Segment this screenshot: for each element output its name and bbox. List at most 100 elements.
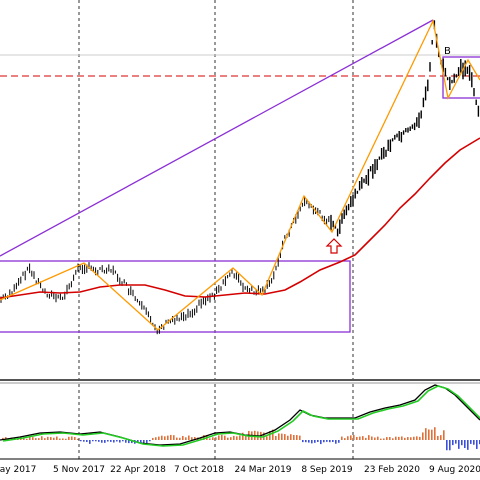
histogram-bar xyxy=(365,437,367,440)
histogram-bar xyxy=(395,436,397,440)
histogram-bar xyxy=(338,440,340,443)
histogram-bar xyxy=(227,437,229,440)
histogram-bar xyxy=(209,438,211,440)
range-box[interactable] xyxy=(0,260,351,333)
histogram-bar xyxy=(335,440,337,444)
histogram-bar xyxy=(458,440,460,449)
histogram-bar xyxy=(38,438,40,440)
histogram-bar xyxy=(98,440,100,442)
histogram-bar xyxy=(89,440,91,444)
histogram-bar xyxy=(86,440,88,442)
histogram-bar xyxy=(218,435,220,440)
histogram-bar xyxy=(131,440,133,444)
histogram-bar xyxy=(71,436,73,440)
histogram-bar xyxy=(32,437,34,440)
histogram-bar xyxy=(389,437,391,440)
histogram-bar xyxy=(221,434,223,440)
histogram-bar xyxy=(302,440,304,443)
histogram-bar xyxy=(170,434,172,440)
histogram-bar xyxy=(146,440,148,444)
histogram-bar xyxy=(374,437,376,440)
histogram-bar xyxy=(266,436,268,440)
histogram-bar xyxy=(245,434,247,440)
histogram-bar xyxy=(164,436,166,440)
histogram-bar xyxy=(281,433,283,440)
histogram-bar xyxy=(359,436,361,440)
histogram-bar xyxy=(176,437,178,440)
histogram-bar xyxy=(293,434,295,440)
histogram-bar xyxy=(290,434,292,440)
histogram-bar xyxy=(113,440,115,443)
histogram-bar xyxy=(341,436,343,440)
histogram-bar xyxy=(233,435,235,440)
histogram-bar xyxy=(203,435,205,440)
histogram-bar xyxy=(53,437,55,440)
histogram-bar xyxy=(401,436,403,440)
histogram-bar xyxy=(305,440,307,443)
histogram-bar xyxy=(329,440,331,443)
histogram-bar xyxy=(83,440,85,442)
histogram-bar xyxy=(158,436,160,440)
histogram-bar xyxy=(284,434,286,440)
histogram-bar xyxy=(152,437,154,440)
histogram-bar xyxy=(278,433,280,440)
time-axis-label: 7 Oct 2018 xyxy=(174,465,224,475)
histogram-bar xyxy=(467,440,469,450)
range-box-small[interactable] xyxy=(442,56,480,99)
histogram-bar xyxy=(413,436,415,440)
histogram-bar xyxy=(125,440,127,443)
histogram-bar xyxy=(80,440,82,442)
oscillator-histogram xyxy=(2,427,480,451)
histogram-bar xyxy=(446,440,448,451)
histogram-bar xyxy=(77,438,79,440)
histogram-bar xyxy=(242,432,244,440)
histogram-bar xyxy=(434,427,436,440)
histogram-bar xyxy=(392,438,394,440)
histogram-bar xyxy=(476,440,478,449)
histogram-bar xyxy=(110,440,112,442)
time-axis-label: 9 Aug 2020 xyxy=(429,465,480,475)
time-axis-labels: May 2017 5 Nov 2017 22 Apr 2018 7 Oct 2018 2… xyxy=(0,465,480,475)
histogram-bar xyxy=(464,440,466,448)
histogram-bar xyxy=(47,436,49,440)
histogram-bar xyxy=(269,431,271,440)
histogram-bar xyxy=(230,437,232,440)
histogram-bar xyxy=(149,440,151,442)
histogram-bar xyxy=(443,430,445,440)
time-axis-label: 24 Mar 2019 xyxy=(234,465,291,475)
histogram-bar xyxy=(308,440,310,443)
histogram-bar xyxy=(452,440,454,446)
histogram-bar xyxy=(104,440,106,443)
histogram-bar xyxy=(29,436,31,440)
histogram-bar xyxy=(95,440,97,442)
histogram-bar xyxy=(299,435,301,440)
zigzag-line xyxy=(0,18,480,331)
histogram-bar xyxy=(287,435,289,440)
histogram-bar xyxy=(65,438,67,440)
histogram-bar xyxy=(347,436,349,440)
histogram-bar xyxy=(440,435,442,440)
histogram-bar xyxy=(431,429,433,440)
histogram-bar xyxy=(107,440,109,442)
trend-line[interactable] xyxy=(0,19,434,257)
histogram-bar xyxy=(155,437,157,440)
histogram-bar xyxy=(398,436,400,440)
histogram-bar xyxy=(332,440,334,442)
histogram-bar xyxy=(143,440,145,443)
histogram-bar xyxy=(137,440,139,443)
histogram-bar xyxy=(215,437,217,440)
histogram-bar xyxy=(473,440,475,445)
histogram-bar xyxy=(200,437,202,440)
oscillator-signal-line xyxy=(2,385,480,447)
histogram-bar xyxy=(101,440,103,443)
histogram-bar xyxy=(353,434,355,440)
time-axis-label: May 2017 xyxy=(0,465,36,475)
vertical-grid xyxy=(78,0,354,459)
histogram-bar xyxy=(128,440,130,444)
histogram-bar xyxy=(317,440,319,442)
histogram-bar xyxy=(122,440,124,442)
histogram-bar xyxy=(116,440,118,442)
